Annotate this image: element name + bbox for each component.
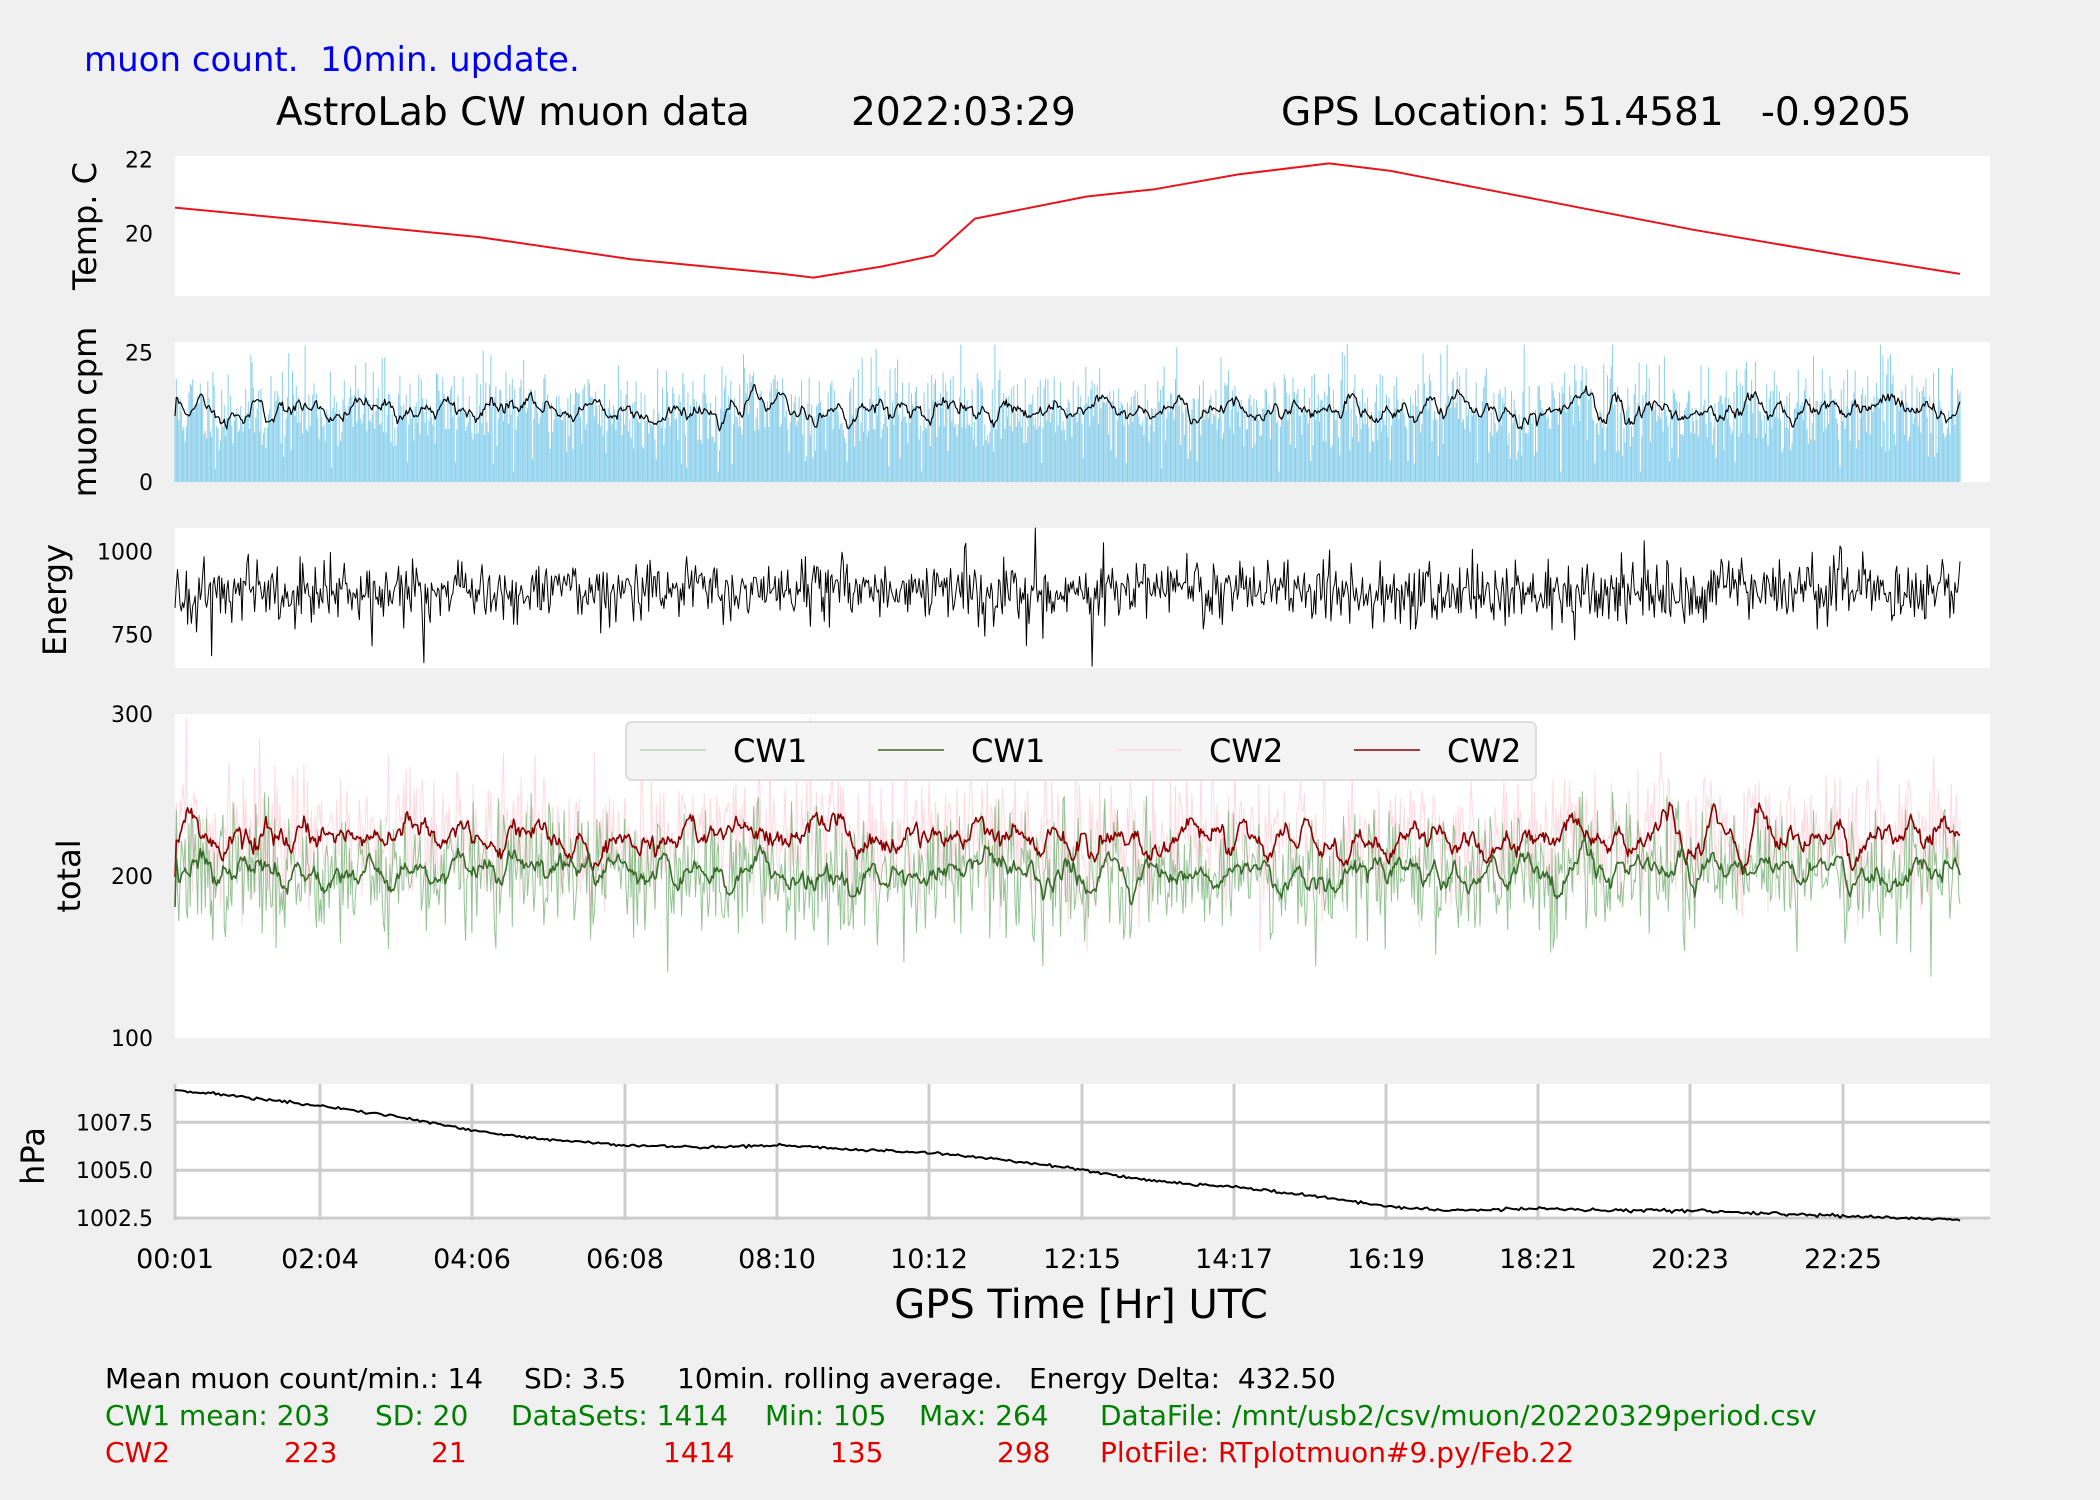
x-tick-1821: 18:21 [1499,1244,1577,1275]
cw2-label: CW2 [105,1436,171,1469]
mean-muon-count: Mean muon count/min.: 14 [105,1362,484,1395]
cw1-min: Min: 105 [765,1399,887,1432]
cw2-rolling-line [174,801,1961,878]
energy-panel [175,528,1990,668]
pressure-line [174,1089,1961,1222]
pressure-ylabel: hPa [14,1127,52,1185]
cw2-max: 298 [997,1436,1051,1469]
legend-label-cw1-raw: CW1 [733,732,807,770]
total-ylabel: total [50,839,88,912]
cw1-datasets: DataSets: 1414 [511,1399,729,1432]
data-file: DataFile: /mnt/usb2/csv/muon/20220329per… [1100,1399,1817,1432]
temp-line [174,162,1961,279]
chart-date: 2022:03:29 [851,90,1076,135]
x-tick-0608: 06:08 [586,1244,664,1275]
legend-label-cw1-avg: CW1 [971,732,1045,770]
x-tick-1012: 10:12 [890,1244,968,1275]
temp-ytick-0: 20 [125,222,153,247]
muon-ylabel: muon cpm [66,327,104,498]
temp-ylabel: Temp. C [66,162,104,291]
pressure-ytick-1: 1005.0 [76,1159,153,1184]
cw1-mean: CW1 mean: 203 [105,1399,331,1432]
x-tick-2023: 20:23 [1651,1244,1729,1275]
cw2-sd: 21 [431,1436,467,1469]
cw1-rolling-line [174,836,1961,907]
chart-title: AstroLab CW muon data [276,90,750,135]
muon-ytick-1: 25 [125,341,153,366]
pressure-ytick-0: 1002.5 [76,1207,153,1232]
legend-label-cw2-raw: CW2 [1209,732,1283,770]
cw1-sd: SD: 20 [375,1399,469,1432]
energy-ytick-0: 750 [111,624,153,649]
x-tick-1619: 16:19 [1347,1244,1425,1275]
cw2-min: 135 [830,1436,884,1469]
energy-ylabel: Energy [36,544,74,656]
energy-ytick-1: 1000 [97,540,153,565]
temp-panel [175,156,1990,296]
x-tick-1215: 12:15 [1043,1244,1121,1275]
gps-location: GPS Location: 51.4581 -0.9205 [1281,90,1912,135]
cw1-max: Max: 264 [919,1399,1049,1432]
pressure-ytick-2: 1007.5 [76,1111,153,1136]
x-axis-label: GPS Time [Hr] UTC [894,1282,1268,1328]
legend: CW1 CW1 CW2 CW2 [625,721,1537,781]
cw2-mean: 223 [284,1436,338,1469]
rolling-average-note: 10min. rolling average. [677,1362,1003,1395]
muon-count-bars [174,344,1961,482]
plot-file: PlotFile: RTplotmuon#9.py/Feb.22 [1100,1436,1575,1469]
x-tick-0810: 08:10 [738,1244,816,1275]
cw2-datasets: 1414 [663,1436,735,1469]
total-ytick-2: 300 [111,703,153,728]
energy-delta: Energy Delta: 432.50 [1029,1362,1336,1395]
muon-rolling-average-line [174,384,1961,432]
energy-line [174,527,1961,667]
muon-ytick-0: 0 [139,471,153,496]
total-ytick-1: 200 [111,865,153,890]
x-tick-1417: 14:17 [1195,1244,1273,1275]
temp-ytick-1: 22 [125,149,153,174]
x-tick-0001: 00:01 [136,1244,214,1275]
legend-box [625,721,1537,781]
x-tick-0406: 04:06 [433,1244,511,1275]
x-tick-0204: 02:04 [281,1244,359,1275]
legend-label-cw2-avg: CW2 [1447,732,1521,770]
chart-subtitle: muon count. 10min. update. [84,40,580,80]
muon-sd: SD: 3.5 [524,1362,627,1395]
x-tick-2225: 22:25 [1804,1244,1882,1275]
total-ytick-0: 100 [111,1027,153,1052]
